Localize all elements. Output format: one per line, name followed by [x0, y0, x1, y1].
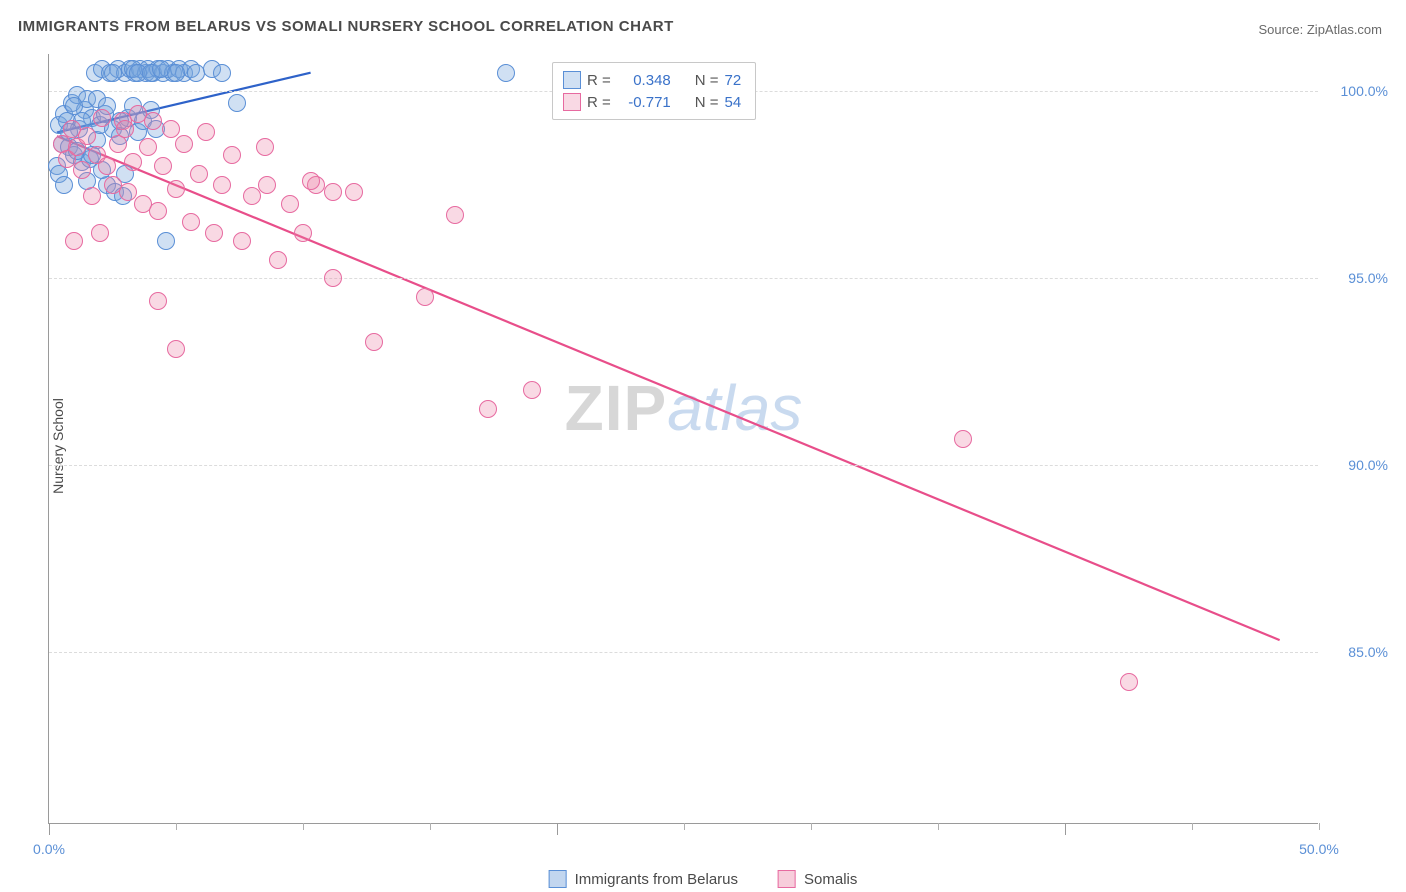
legend-N-label: N =: [695, 72, 719, 89]
scatter-point: [162, 120, 180, 138]
scatter-point: [223, 146, 241, 164]
scatter-point: [182, 213, 200, 231]
legend-bottom-label: Somalis: [804, 871, 857, 888]
trend-lines-layer: [49, 54, 1318, 823]
scatter-point: [167, 64, 185, 82]
legend-N-value: 72: [725, 72, 742, 89]
scatter-point: [205, 224, 223, 242]
legend-N-label: N =: [695, 94, 719, 111]
legend-bottom: Immigrants from Belarus Somalis: [549, 870, 858, 888]
scatter-point: [213, 176, 231, 194]
scatter-point: [365, 333, 383, 351]
scatter-point: [175, 135, 193, 153]
legend-swatch: [549, 870, 567, 888]
scatter-point: [258, 176, 276, 194]
scatter-point: [154, 157, 172, 175]
legend-bottom-item: Somalis: [778, 870, 857, 888]
scatter-point: [157, 232, 175, 250]
x-tick-minor: [811, 823, 812, 830]
legend-stats-row: R = 0.348 N = 72: [563, 69, 741, 91]
legend-swatch: [778, 870, 796, 888]
scatter-point: [954, 430, 972, 448]
scatter-point: [83, 187, 101, 205]
scatter-point: [167, 180, 185, 198]
scatter-point: [73, 161, 91, 179]
x-tick-minor: [303, 823, 304, 830]
scatter-point: [281, 195, 299, 213]
x-tick-label: 0.0%: [33, 841, 65, 857]
scatter-point: [294, 224, 312, 242]
scatter-point: [124, 153, 142, 171]
watermark-atlas: atlas: [667, 372, 802, 444]
scatter-point: [497, 64, 515, 82]
x-tick-minor: [176, 823, 177, 830]
y-tick-label: 85.0%: [1328, 644, 1388, 660]
legend-R-value: 0.348: [617, 72, 671, 89]
scatter-point: [104, 64, 122, 82]
y-tick-label: 90.0%: [1328, 457, 1388, 473]
x-tick-label: 50.0%: [1299, 841, 1339, 857]
watermark: ZIPatlas: [565, 371, 803, 445]
scatter-point: [1120, 673, 1138, 691]
scatter-point: [149, 292, 167, 310]
legend-stats: R = 0.348 N = 72 R = -0.771 N = 54: [552, 62, 756, 120]
x-tick-minor: [430, 823, 431, 830]
scatter-point: [228, 94, 246, 112]
source-link[interactable]: ZipAtlas.com: [1307, 22, 1382, 37]
source-attribution: Source: ZipAtlas.com: [1258, 22, 1382, 37]
scatter-point: [78, 127, 96, 145]
scatter-point: [98, 157, 116, 175]
scatter-point: [479, 400, 497, 418]
y-tick-label: 95.0%: [1328, 270, 1388, 286]
scatter-point: [269, 251, 287, 269]
scatter-point: [446, 206, 464, 224]
scatter-point: [324, 183, 342, 201]
scatter-point: [324, 269, 342, 287]
legend-swatch: [563, 93, 581, 111]
scatter-point: [302, 172, 320, 190]
scatter-point: [197, 123, 215, 141]
plot-area: ZIPatlas 85.0%90.0%95.0%100.0%0.0%50.0%R…: [48, 54, 1318, 824]
scatter-point: [523, 381, 541, 399]
x-tick-major: [557, 823, 558, 835]
gridline-h: [49, 465, 1318, 466]
scatter-point: [55, 176, 73, 194]
scatter-point: [345, 183, 363, 201]
scatter-point: [91, 224, 109, 242]
scatter-point: [233, 232, 251, 250]
x-tick-minor: [1319, 823, 1320, 830]
scatter-point: [256, 138, 274, 156]
scatter-point: [213, 64, 231, 82]
chart-title: IMMIGRANTS FROM BELARUS VS SOMALI NURSER…: [18, 18, 674, 35]
scatter-point: [116, 120, 134, 138]
scatter-point: [65, 232, 83, 250]
trend-line: [57, 136, 1280, 640]
scatter-point: [93, 109, 111, 127]
source-prefix: Source:: [1258, 22, 1306, 37]
gridline-h: [49, 278, 1318, 279]
legend-bottom-item: Immigrants from Belarus: [549, 870, 738, 888]
legend-R-value: -0.771: [617, 94, 671, 111]
legend-R-label: R =: [587, 94, 611, 111]
gridline-h: [49, 652, 1318, 653]
y-tick-label: 100.0%: [1328, 83, 1388, 99]
watermark-zip: ZIP: [565, 372, 668, 444]
legend-N-value: 54: [725, 94, 742, 111]
scatter-point: [139, 138, 157, 156]
scatter-point: [190, 165, 208, 183]
legend-swatch: [563, 71, 581, 89]
scatter-point: [243, 187, 261, 205]
x-tick-minor: [684, 823, 685, 830]
legend-R-label: R =: [587, 72, 611, 89]
scatter-point: [416, 288, 434, 306]
x-tick-major: [1065, 823, 1066, 835]
scatter-point: [167, 340, 185, 358]
x-tick-minor: [938, 823, 939, 830]
scatter-point: [149, 202, 167, 220]
legend-bottom-label: Immigrants from Belarus: [575, 871, 738, 888]
x-tick-major: [49, 823, 50, 835]
x-tick-minor: [1192, 823, 1193, 830]
scatter-point: [144, 112, 162, 130]
legend-stats-row: R = -0.771 N = 54: [563, 91, 741, 113]
